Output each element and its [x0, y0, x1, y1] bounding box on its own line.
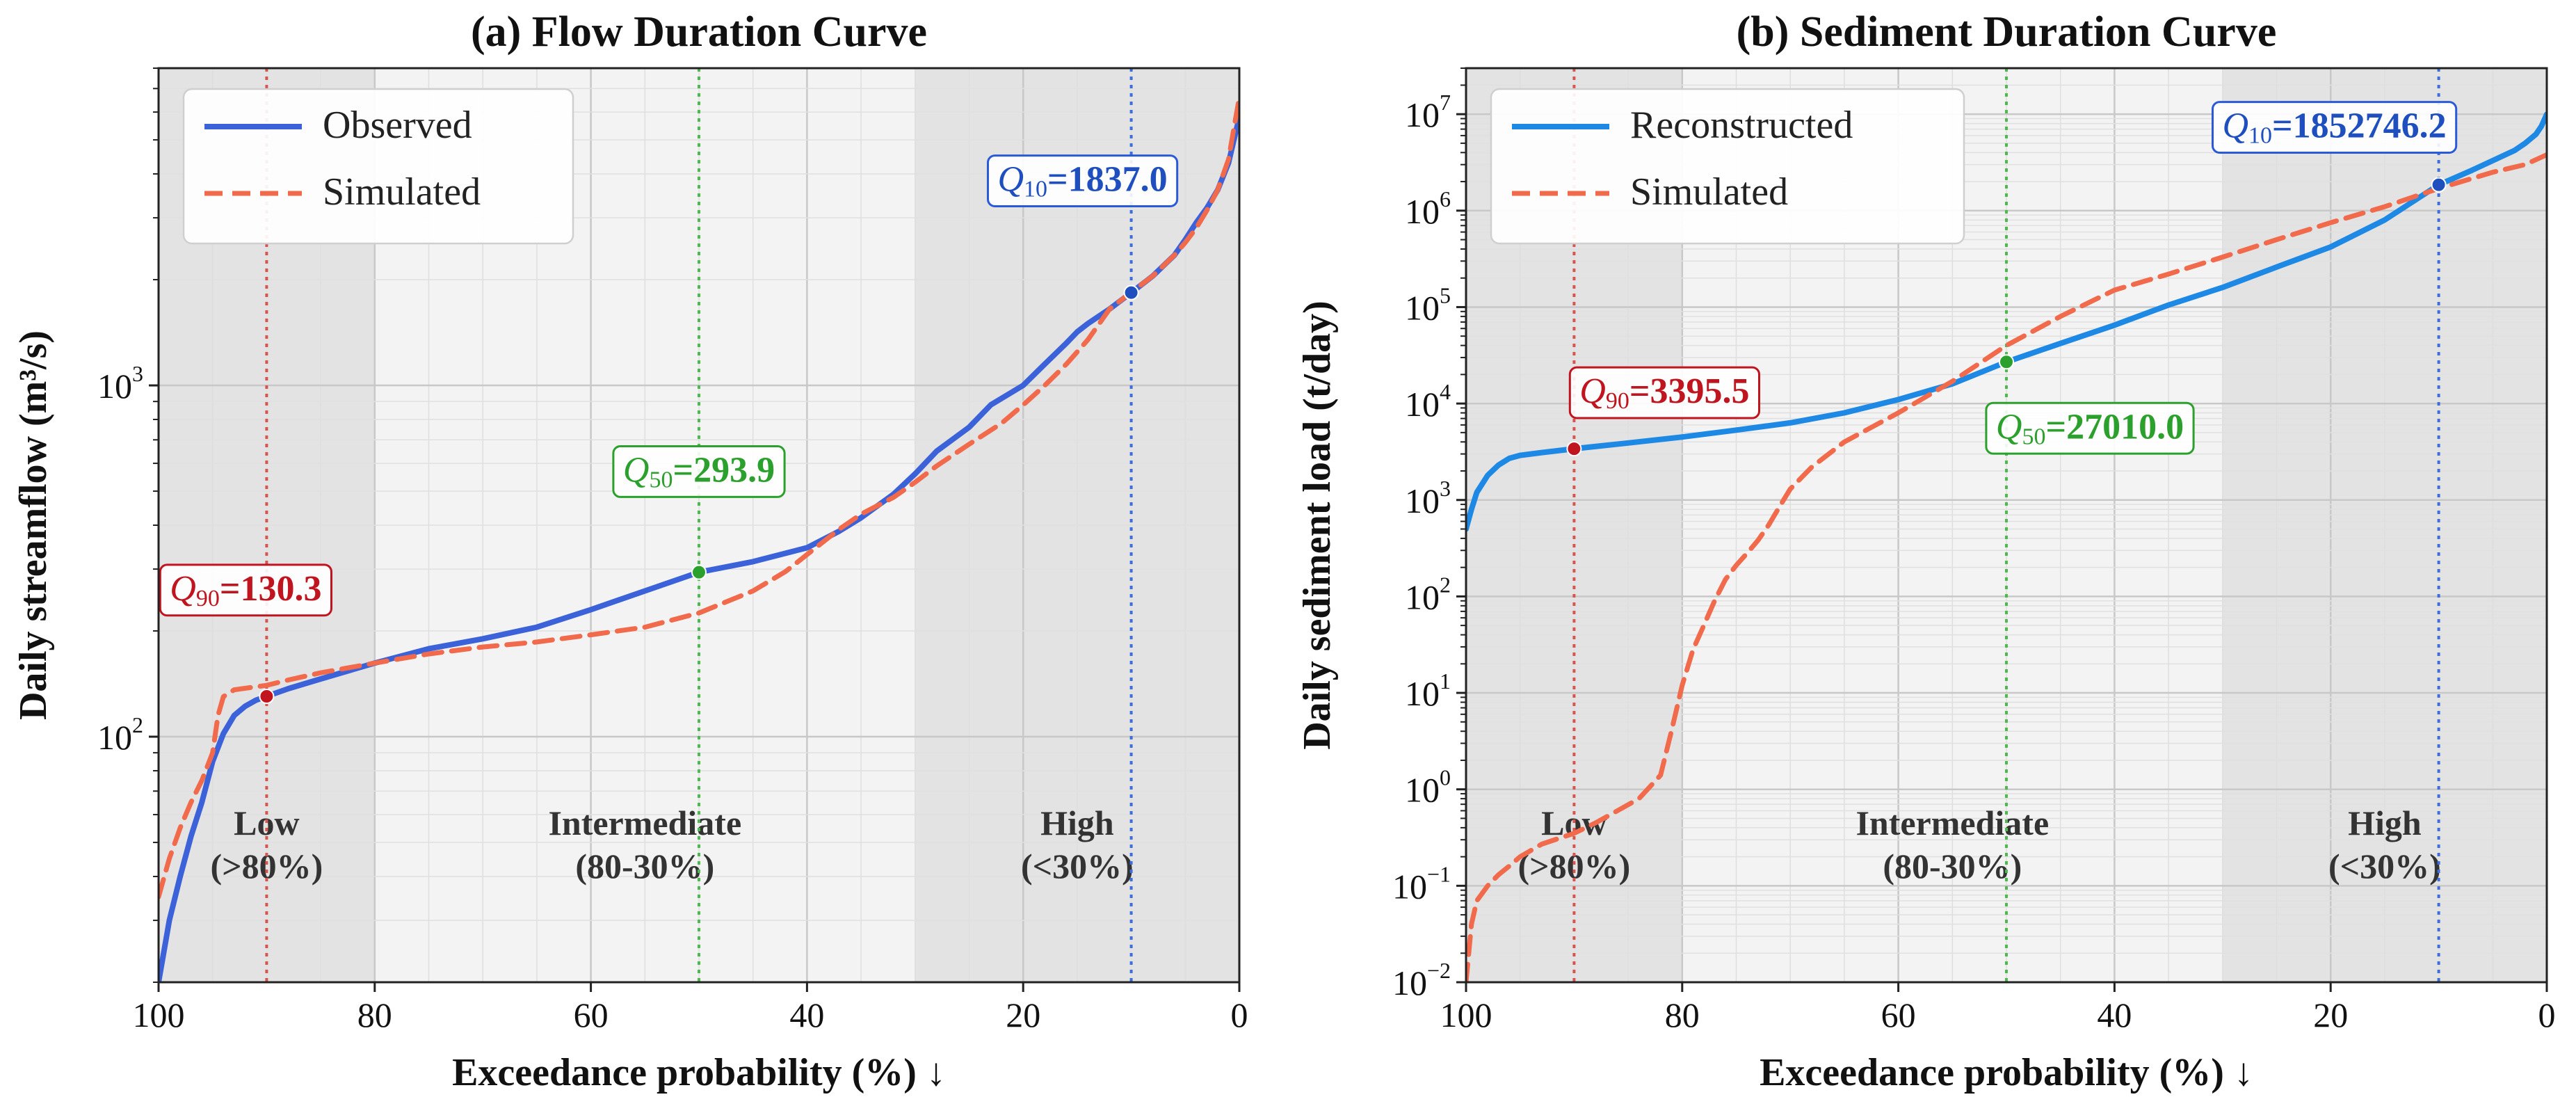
- x-tick-label: 40: [789, 995, 824, 1034]
- panel-flow: Low(>80%)Intermediate(80-30%)High(<30%)Q…: [12, 8, 1248, 1094]
- y-tick-label: 102: [1405, 572, 1451, 616]
- annotation-box: [2211, 101, 2458, 154]
- x-tick-label: 100: [133, 995, 185, 1034]
- point-q10: [2431, 177, 2447, 193]
- y-tick-label: 102: [97, 712, 143, 757]
- x-tick-label: 0: [2538, 995, 2556, 1034]
- annotation-q50: Q50=27010.0: [1996, 407, 2184, 449]
- legend-entry: Simulated: [1630, 170, 1788, 214]
- legend-entry: Reconstructed: [1630, 104, 1853, 147]
- zone-label: Intermediate: [1855, 803, 2049, 842]
- series-group: [159, 95, 1239, 982]
- x-tick-label: 20: [1006, 995, 1040, 1034]
- y-tick-label: 101: [1405, 668, 1451, 713]
- y-tick-label: 104: [1405, 379, 1451, 424]
- x-tick-label: 60: [1881, 995, 1916, 1034]
- point-q50: [1999, 354, 2014, 370]
- x-tick-label: 40: [2097, 995, 2132, 1034]
- zone-range-label: (80-30%): [1883, 847, 2022, 886]
- point-q50: [691, 564, 707, 580]
- series-line-simulated: [1466, 152, 2547, 982]
- x-tick-label: 80: [357, 995, 392, 1034]
- annotation-box: [1568, 366, 1761, 419]
- annotation-q10: Q10=1837.0: [997, 160, 1167, 202]
- axes-frame: [1465, 67, 2548, 984]
- chart-title: (b) Sediment Duration Curve: [1737, 8, 2277, 56]
- y-tick-label: 105: [1405, 282, 1451, 327]
- x-tick-label: 0: [1231, 995, 1248, 1034]
- series-line-reconstructed: [1466, 111, 2547, 532]
- zone-range-label: (<30%): [1021, 847, 1134, 886]
- y-axis-label: Daily streamflow (m³/s): [12, 330, 55, 720]
- y-tick-label: 10−1: [1392, 861, 1451, 906]
- annotation-box: [159, 563, 333, 617]
- y-tick-label: 10−2: [1392, 958, 1451, 1002]
- x-tick-label: 60: [574, 995, 609, 1034]
- annotation-box: [986, 154, 1179, 207]
- y-tick-label: 103: [97, 361, 143, 406]
- point-q90: [1566, 441, 1582, 457]
- x-tick-label: 100: [1440, 995, 1492, 1034]
- annotation-box: [612, 445, 786, 498]
- point-q10: [1123, 285, 1139, 301]
- annotation-q50: Q50=293.9: [623, 451, 775, 493]
- annotation-q90: Q90=130.3: [170, 569, 321, 611]
- annotation-box: [1985, 401, 2195, 455]
- zone-range-label: (<30%): [2328, 847, 2441, 886]
- y-tick-label: 100: [1405, 765, 1451, 810]
- x-axis-label: Exceedance probability (%) ↓: [452, 1051, 946, 1094]
- x-axis-label: Exceedance probability (%) ↓: [1760, 1051, 2253, 1094]
- panel-sediment: Low(>80%)Intermediate(80-30%)High(<30%)Q…: [1296, 8, 2556, 1094]
- zone-range-label: (80-30%): [575, 847, 714, 886]
- chart-title: (a) Flow Duration Curve: [471, 8, 927, 56]
- y-tick-label: 107: [1405, 90, 1451, 134]
- zone-label: High: [1040, 803, 1114, 842]
- legend-entry: Simulated: [323, 170, 481, 214]
- y-axis-label: Daily sediment load (t/day): [1296, 301, 1339, 750]
- annotation-q90: Q90=3395.5: [1579, 371, 1749, 414]
- series-group: [1466, 111, 2547, 982]
- series-line-simulated: [159, 95, 1239, 899]
- zone-label: High: [2348, 803, 2422, 842]
- annotation-q10: Q10=1852746.2: [2222, 106, 2446, 149]
- x-tick-label: 80: [1665, 995, 1700, 1034]
- zone-label: Intermediate: [548, 803, 741, 842]
- x-tick-label: 20: [2313, 995, 2348, 1034]
- y-tick-label: 103: [1405, 476, 1451, 520]
- point-q90: [259, 688, 275, 704]
- y-tick-label: 106: [1405, 186, 1451, 231]
- legend-entry: Observed: [323, 104, 472, 147]
